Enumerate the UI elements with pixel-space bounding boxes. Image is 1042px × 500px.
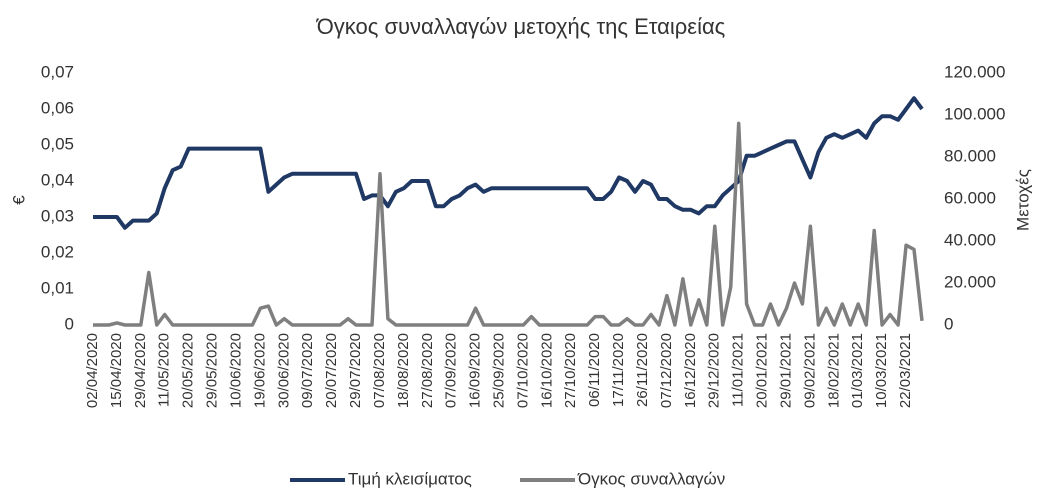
- series-line: [93, 121, 924, 327]
- chart-title: Όγκος συναλλαγών μετοχής της Εταιρείας: [316, 14, 726, 39]
- y-tick-label: 0,05: [41, 134, 74, 153]
- x-tick-label: 11/01/2021: [730, 333, 747, 407]
- y-tick-label: 0,06: [41, 98, 74, 117]
- series-line: [93, 96, 924, 230]
- x-tick-label: 16/12/2020: [682, 333, 699, 408]
- y2-tick-label: 60.000: [944, 188, 996, 207]
- x-tick-label: 20/07/2020: [323, 333, 340, 408]
- y-tick-label: 0,01: [41, 278, 74, 297]
- x-tick-label: 29/05/2020: [204, 333, 221, 408]
- x-tick-label: 09/02/2021: [801, 333, 818, 408]
- x-tick-label: 19/06/2020: [251, 333, 268, 408]
- x-tick-label: 16/10/2020: [538, 333, 555, 408]
- x-tick-label: 29/07/2020: [347, 333, 364, 408]
- x-tick-label: 30/06/2020: [275, 333, 292, 408]
- x-tick-label: 20/05/2020: [180, 333, 197, 408]
- y2-tick-label: 120.000: [944, 62, 1005, 81]
- x-tick-label: 26/11/2020: [634, 333, 651, 407]
- x-tick-label: 07/08/2020: [371, 333, 388, 408]
- x-tick-label: 07/09/2020: [443, 333, 460, 408]
- x-tick-label: 25/09/2020: [490, 333, 507, 408]
- x-tick-label: 27/10/2020: [562, 333, 579, 408]
- x-tick-label: 29/04/2020: [132, 333, 149, 408]
- legend-label: Τιμή κλεισίματος: [348, 469, 472, 488]
- y2-tick-label: 40.000: [944, 230, 996, 249]
- x-tick-label: 10/03/2021: [873, 333, 890, 408]
- y-tick-label: 0,03: [41, 206, 74, 225]
- x-tick-label: 15/04/2020: [108, 333, 125, 408]
- y-tick-label: 0,02: [41, 242, 74, 261]
- x-tick-label: 18/08/2020: [395, 333, 412, 408]
- x-tick-label: 27/08/2020: [419, 333, 436, 408]
- x-tick-label: 07/12/2020: [658, 333, 675, 408]
- x-tick-label: 29/01/2021: [777, 333, 794, 408]
- y-tick-label: 0,07: [41, 62, 74, 81]
- x-tick-label: 29/12/2020: [706, 333, 723, 408]
- x-tick-label: 18/02/2021: [825, 333, 842, 408]
- x-tick-label: 06/11/2020: [586, 333, 603, 407]
- x-tick-label: 10/06/2020: [227, 333, 244, 408]
- x-tick-label: 09/07/2020: [299, 333, 316, 408]
- y2-tick-label: 20.000: [944, 272, 996, 291]
- y-axis-title: €: [9, 195, 28, 205]
- x-tick-label: 01/03/2021: [849, 333, 866, 408]
- y2-tick-label: 100.000: [944, 104, 1005, 123]
- x-tick-label: 16/09/2020: [467, 333, 484, 408]
- x-tick-label: 07/10/2020: [514, 333, 531, 408]
- y2-tick-label: 80.000: [944, 146, 996, 165]
- legend-label: Όγκος συναλλαγών: [577, 469, 725, 488]
- x-tick-label: 02/04/2020: [84, 333, 101, 408]
- x-tick-label: 22/03/2021: [897, 333, 914, 408]
- y-tick-label: 0: [65, 314, 74, 333]
- x-tick-label: 11/05/2020: [156, 333, 173, 407]
- y2-tick-label: 0: [944, 314, 953, 333]
- y-tick-label: 0,04: [41, 170, 74, 189]
- x-tick-label: 17/11/2020: [610, 333, 627, 407]
- x-tick-label: 20/01/2021: [754, 333, 771, 408]
- y2-axis-title: Μετοχές: [1013, 169, 1032, 231]
